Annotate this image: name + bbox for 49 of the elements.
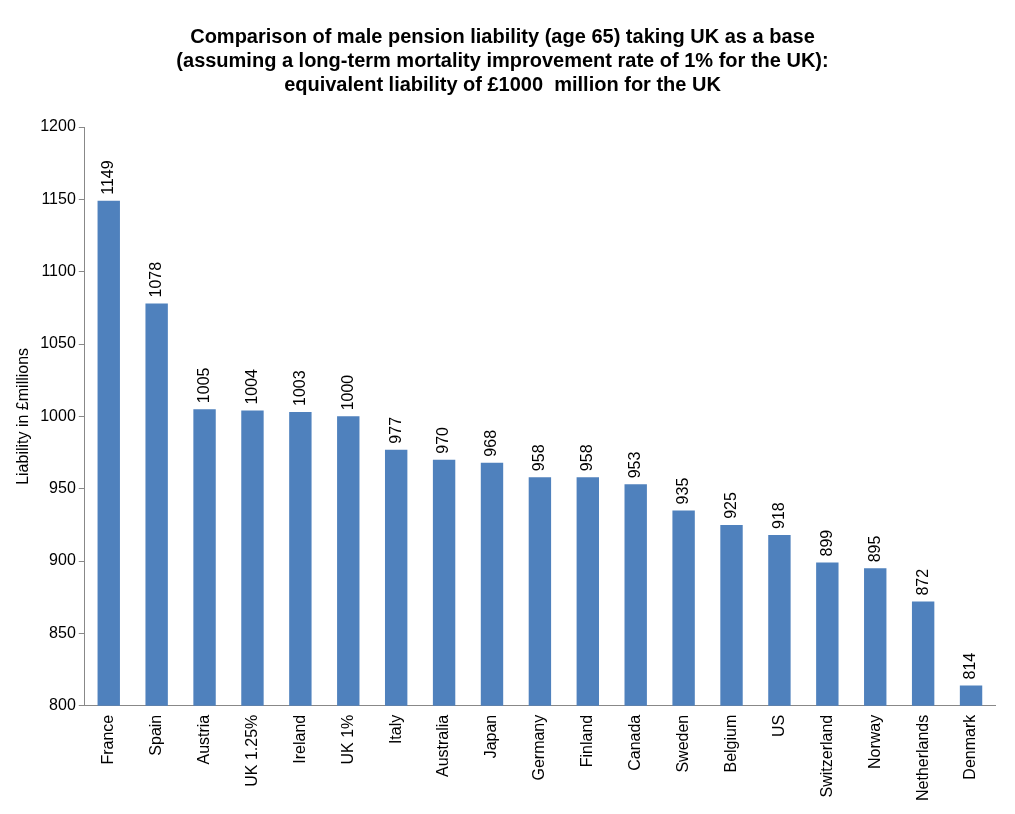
y-tick-label: 850 [49,623,76,641]
data-label: 872 [913,568,931,596]
x-tick-label: Finland [578,714,596,768]
data-label: 953 [626,451,644,479]
data-label: 977 [386,416,404,444]
y-tick-label: 1200 [40,117,76,135]
y-tick-label: 900 [49,551,76,569]
data-label: 958 [578,444,596,472]
x-tick-label: Denmark [961,713,979,780]
x-tick-label: Japan [482,714,500,759]
data-label: 958 [530,444,548,472]
x-tick-label: Spain [147,714,165,756]
y-tick-label: 800 [49,696,76,714]
x-tick-label: Australia [434,714,452,777]
x-tick-label: Austria [194,714,212,765]
data-label: 925 [721,492,739,519]
x-tick-label: Sweden [674,714,692,773]
data-label: 1003 [290,370,308,407]
data-label: 1004 [242,368,260,405]
y-axis-title: Liability in £millions [14,347,32,485]
y-tick-label: 1100 [41,262,76,280]
x-tick-label: UK 1.25% [242,714,260,787]
x-tick-label: Belgium [721,714,739,773]
data-label: 1000 [338,374,356,411]
data-label: 814 [961,652,979,680]
x-tick-label: Netherlands [913,714,931,802]
chart-title: Comparison of male pension liability (age 65) taking UK as a base (assuming a long-term mortality improvement rate of 1% for the UK): equivalent liability of £1000 million for the UK [176,24,829,95]
data-label: 918 [769,502,787,529]
data-label: 935 [674,477,692,505]
x-tick-label: Norway [865,714,883,769]
data-label: 899 [817,529,835,557]
x-tick-label: Ireland [290,714,308,764]
data-label: 895 [865,535,883,563]
data-label: 1149 [99,160,117,195]
y-tick-label: 1000 [40,406,76,424]
data-label: 968 [482,429,500,457]
data-label: 1078 [147,261,165,298]
x-tick-label: UK 1% [338,714,356,765]
y-tick-label: 1150 [41,189,76,207]
data-label: 970 [434,426,452,454]
x-tick-label: US [769,714,787,737]
x-tick-label: Switzerland [817,714,835,798]
x-tick-label: Germany [530,714,548,781]
data-label: 1005 [194,367,212,404]
y-tick-label: 1050 [40,334,76,352]
y-tick-label: 950 [49,479,76,497]
x-tick-label: Canada [626,714,644,771]
x-tick-label: Italy [386,714,404,745]
x-tick-label: France [99,714,117,765]
